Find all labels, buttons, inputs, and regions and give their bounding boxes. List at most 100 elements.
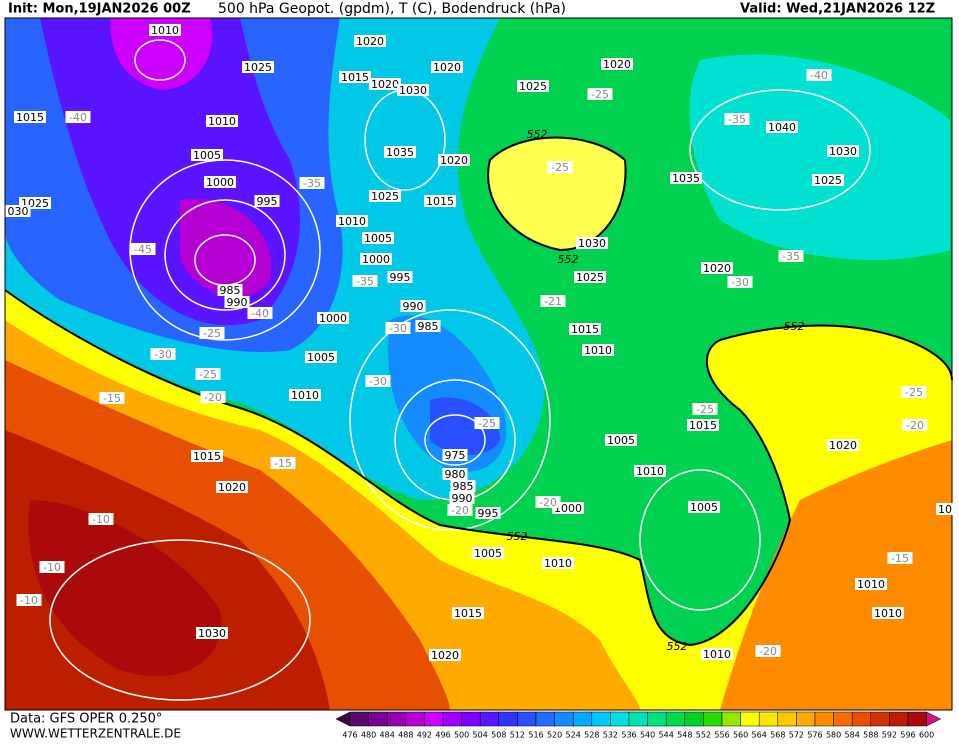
- isobar-label-box: [400, 300, 426, 312]
- isobar-label-box: [569, 323, 601, 335]
- temperature-label: -30: [389, 322, 407, 335]
- isobar-label: 1030: [829, 145, 857, 158]
- isobar-label: 995: [390, 271, 411, 284]
- colorbar-label: 576: [807, 731, 822, 740]
- isobar-label-box: [442, 449, 468, 461]
- colorbar-label: 512: [510, 731, 525, 740]
- colorbar-swatch: [814, 711, 834, 727]
- contour-label: 552: [784, 320, 805, 333]
- isobar-label-box: [827, 439, 859, 451]
- temperature-label-box: [547, 161, 573, 173]
- isobar-label: 1020: [603, 58, 631, 71]
- temperature-label-box: [99, 392, 125, 404]
- isobar-label-box: [701, 262, 733, 274]
- isobar-label: 1010: [857, 578, 885, 591]
- isobar-label: 1010: [338, 215, 366, 228]
- temperature-label: -25: [591, 88, 609, 101]
- isobar-label: 1010: [544, 557, 572, 570]
- isobar-label: 1010: [874, 607, 902, 620]
- colorbar-swatch: [851, 711, 872, 727]
- isobar-label-box: [305, 351, 337, 363]
- colorbar-label: 492: [417, 731, 432, 740]
- colorbar-label: 588: [863, 731, 878, 740]
- temperature-label: -20: [759, 645, 777, 658]
- colorbar-swatch: [665, 711, 686, 727]
- isobar: [134, 39, 186, 81]
- isobar-label-box: [634, 465, 666, 477]
- colorbar-swatch: [442, 711, 462, 727]
- isobar-label: 1020: [218, 481, 246, 494]
- colorbar-swatch: [572, 711, 593, 727]
- isobar-label-box: [14, 111, 46, 123]
- contour-label: 552: [667, 640, 688, 653]
- isobar-label: 985: [453, 480, 474, 493]
- field-purple: [180, 198, 272, 298]
- isobar-label: 10: [938, 503, 952, 516]
- colorbar-swatch: [591, 711, 611, 727]
- isobar-label-box: [449, 492, 475, 504]
- isobar-label: 1010: [584, 344, 612, 357]
- isobar-label-box: [360, 253, 392, 265]
- temperature-label-box: [587, 88, 613, 100]
- colorbar-swatch: [517, 711, 537, 727]
- isobar-label-box: [472, 547, 504, 559]
- isobar-label-box: [450, 480, 476, 492]
- isobar-label-box: [387, 271, 413, 283]
- isobar: [349, 309, 551, 531]
- isobar: [129, 159, 321, 341]
- colorbar-label: 556: [714, 731, 729, 740]
- temperature-label: -25: [696, 403, 714, 416]
- colorbar-swatch: [740, 711, 760, 727]
- colorbar-label: 592: [882, 731, 897, 740]
- isobar-label: 1040: [768, 121, 796, 134]
- isobar-label: 1005: [690, 501, 718, 514]
- colorbar-label: 540: [640, 731, 655, 740]
- colorbar-swatch: [721, 711, 741, 727]
- temperature-label: -40: [810, 69, 828, 82]
- colorbar-label: 544: [659, 731, 674, 740]
- isobar-label: 1025: [576, 271, 604, 284]
- colorbar-label: 580: [826, 731, 841, 740]
- isobar-label-box: [191, 149, 223, 161]
- temperature-label-box: [474, 417, 500, 429]
- isobar-label-box: [206, 115, 238, 127]
- isobar-label-box: [542, 557, 574, 569]
- isobar-label: 1015: [454, 607, 482, 620]
- isobar-label-box: [855, 578, 887, 590]
- temperature-label-box: [200, 391, 226, 403]
- colorbar-swatch: [405, 711, 425, 727]
- isobar-label-box: [688, 501, 720, 513]
- isobar: [49, 539, 311, 701]
- colorbar-swatch: [479, 711, 500, 727]
- colorbar-swatch: [498, 711, 518, 727]
- isobar-label: 990: [403, 300, 424, 313]
- isobar: [424, 414, 486, 466]
- temperature-label: -30: [154, 348, 172, 361]
- isobar-label-box: [576, 237, 608, 249]
- isobar-label: 990: [227, 296, 248, 309]
- colorbar-swatch: [424, 711, 444, 727]
- colorbar-swatch: [777, 711, 797, 727]
- isobar-label-box: [5, 205, 31, 217]
- isobar-label-box: [415, 320, 441, 332]
- temperature-label-box: [901, 386, 927, 398]
- colorbar-swatch: [628, 711, 648, 727]
- isobar-label: 1005: [607, 434, 635, 447]
- colorbar-label: 584: [845, 731, 860, 740]
- isobar-label: 1015: [571, 323, 599, 336]
- temperature-label-box: [692, 403, 718, 415]
- isobar-label: 1015: [689, 419, 717, 432]
- isobar-label-box: [204, 176, 236, 188]
- temperature-label: -15: [891, 552, 909, 565]
- colorbar-swatch: [684, 711, 704, 727]
- contour-552: [487, 136, 627, 252]
- colorbar-label: 552: [696, 731, 711, 740]
- temperature-label: -15: [274, 457, 292, 470]
- colorbar-label: 548: [677, 731, 692, 740]
- temperature-label-box: [199, 327, 225, 339]
- isobar-label: 1025: [814, 174, 842, 187]
- isobar-label: 1025: [519, 80, 547, 93]
- site-name: WWW.WETTERZENTRALE.DE: [10, 727, 181, 741]
- isobar-label: 1010: [291, 389, 319, 402]
